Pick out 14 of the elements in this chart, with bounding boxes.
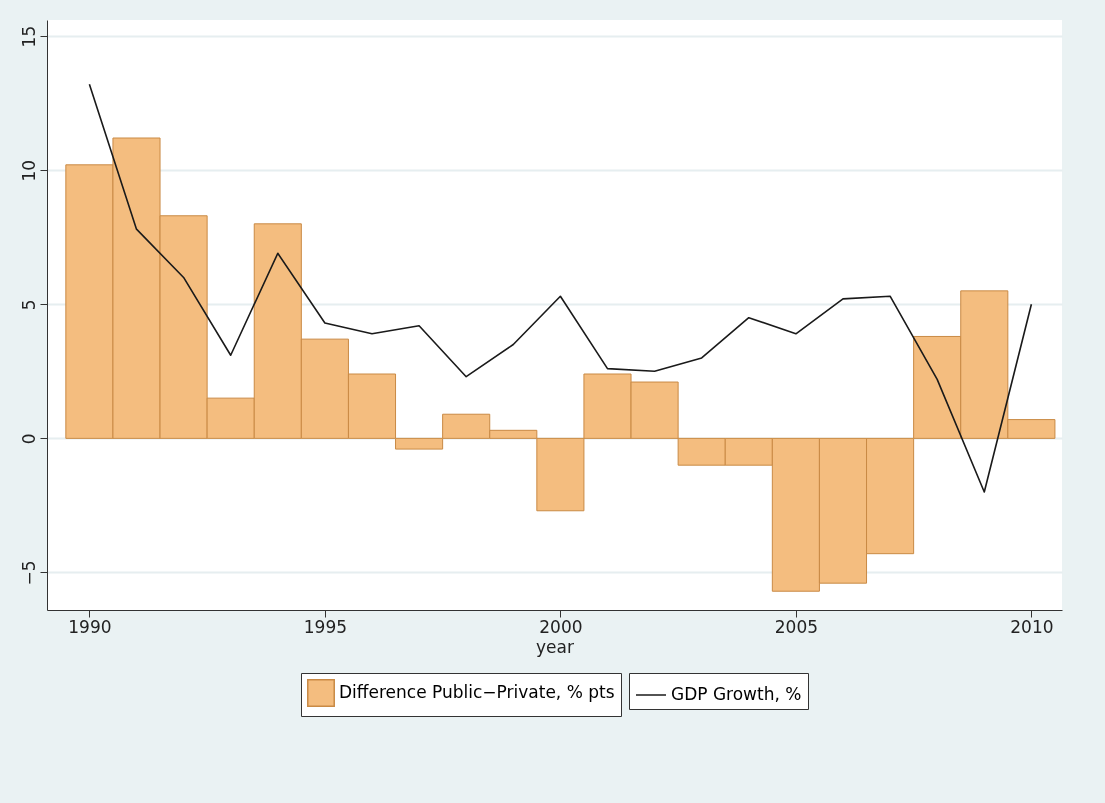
y-tick-label: −5 <box>18 560 39 586</box>
x-tick-label: 2010 <box>1010 616 1054 637</box>
x-tick-label: 2000 <box>539 616 583 637</box>
line-series <box>88 83 1033 493</box>
x-tick-label: 1995 <box>303 616 348 637</box>
y-tick-label: 5 <box>18 299 39 311</box>
y-tick-label: 10 <box>18 159 39 182</box>
y-tick-label: 0 <box>18 433 39 445</box>
legend-label: Difference Public−Private, % pts <box>339 682 615 702</box>
x-tick-label: 1990 <box>68 616 112 637</box>
y-tick-label: 15 <box>18 25 39 48</box>
x-axis-title: year <box>536 636 574 657</box>
legend-label: GDP Growth, % <box>671 684 802 704</box>
x-tick-label: 2005 <box>774 616 819 637</box>
